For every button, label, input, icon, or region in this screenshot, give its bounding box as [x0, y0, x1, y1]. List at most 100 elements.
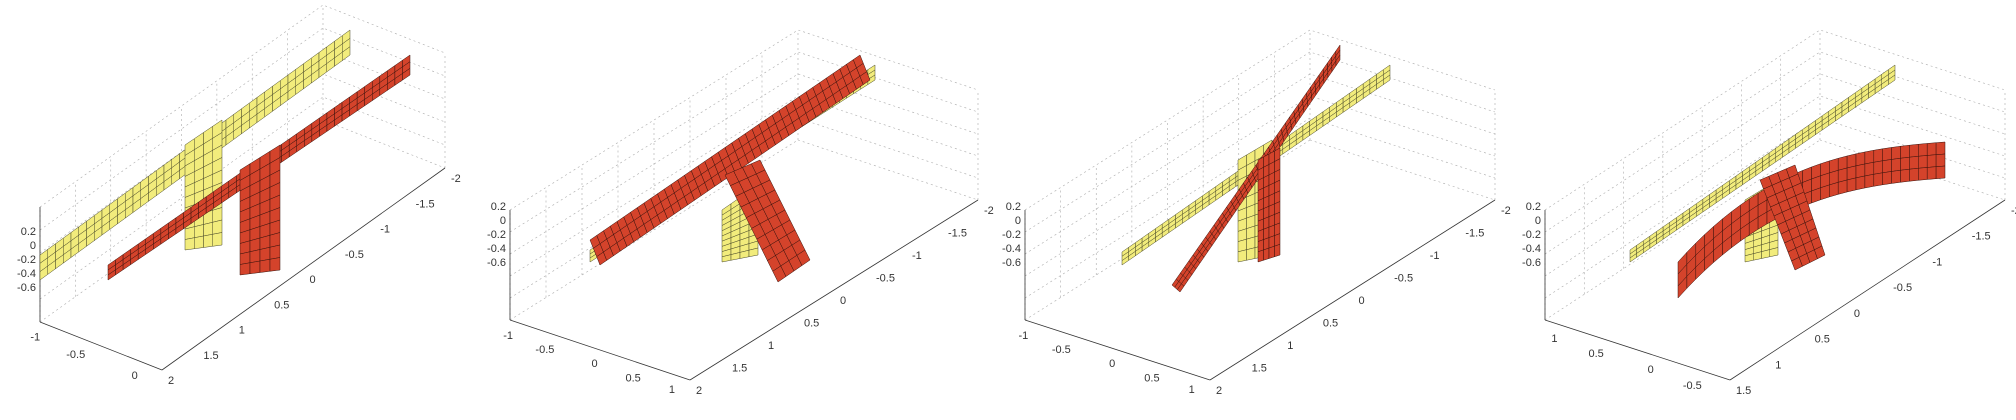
x-axis — [1024, 319, 1211, 381]
y-tick-label: 1 — [239, 325, 245, 337]
y-tick-label: 1.5 — [732, 363, 747, 375]
z-tick-label: -0.6 — [17, 282, 36, 294]
red-surface-cell — [1846, 153, 1857, 169]
red-surface-stem — [724, 159, 811, 283]
red-surface-stem-cell — [269, 232, 281, 248]
red-surface-stem-cell — [1274, 233, 1281, 247]
y-tick-label: 1.5 — [1736, 385, 1751, 397]
z-tick-label: -0.4 — [1002, 243, 1021, 255]
grid — [509, 29, 979, 321]
grid-line — [39, 4, 446, 208]
yellow-surface-stem-cell — [212, 219, 223, 235]
red-surface-stem-cell — [249, 249, 261, 264]
yellow-surface-stem-cell — [212, 207, 223, 223]
x-tick-label: 0 — [132, 370, 138, 382]
grid-line — [509, 139, 799, 321]
x-tick-label: 1 — [1189, 384, 1195, 396]
red-surface-stem-cell — [1268, 245, 1275, 259]
red-surface-stem-cell — [269, 244, 281, 260]
red-surface-cell — [402, 67, 411, 81]
red-surface-stem-cell — [796, 249, 811, 266]
red-surface-cell — [1882, 171, 1892, 186]
y-tick-label: -1.5 — [416, 198, 435, 210]
y-axis — [161, 167, 446, 371]
y-tick-label: 0 — [1359, 295, 1365, 307]
grid-line — [39, 96, 446, 300]
red-surface-stem-cell — [259, 246, 271, 262]
y-tick-label: -1.5 — [1972, 231, 1991, 243]
grid-line — [797, 139, 979, 201]
x-tick-label: 0.5 — [626, 373, 641, 385]
red-surface-stem-cell — [1274, 243, 1281, 258]
z-tick-label: -0.2 — [487, 229, 506, 241]
red-surface-cell — [1873, 160, 1883, 175]
red-surface-stem-cell — [239, 262, 251, 276]
yellow-surface-stem-cell — [748, 247, 759, 258]
red-surface-cell — [1864, 161, 1875, 177]
grid-line — [509, 117, 979, 299]
red-surface-stem-cell — [1268, 235, 1275, 249]
red-surface-cell — [1918, 167, 1928, 181]
subplot-2: 2 1.5 1 0.5 0 -0.5 -1 -1.5 -2 -1 -0.5 0 0.5 1 0.2 0 -0.2… — [487, 29, 994, 397]
subplot-1: 2 1.5 1 0.5 0 -0.5 -1 -1.5 -2 -1 -0.5 0 0.2 0 -0.2 -0.4… — [17, 4, 461, 387]
yellow-surface-stem-cell — [184, 237, 195, 251]
y-tick-label: 1.5 — [1252, 363, 1267, 375]
red-surface-cell — [859, 71, 871, 86]
red-surface-cell — [1900, 144, 1910, 159]
z-tick-label: -0.4 — [487, 243, 506, 255]
red-surface-cell — [1873, 172, 1883, 187]
y-tick-label: 1 — [768, 340, 774, 352]
z-tick-label: 0 — [1015, 215, 1021, 227]
y-tick-label: -2 — [451, 173, 461, 185]
red-surface-cell — [1909, 144, 1919, 158]
yellow-surface-stem-cell — [1237, 249, 1247, 263]
z-tick-label: 0 — [500, 215, 506, 227]
y-tick-label: -0.5 — [1893, 282, 1912, 294]
y-tick-label: -1.5 — [948, 228, 967, 240]
red-surface-cell — [1935, 165, 1946, 179]
red-surface-stem-cell — [249, 260, 261, 275]
red-surface-cell — [1900, 156, 1910, 171]
red-surface-stem — [239, 144, 281, 276]
yellow-surface-stem-cell — [184, 226, 195, 240]
red-surface-stem-cell — [259, 258, 271, 273]
grid-line — [1024, 51, 1496, 233]
x-tick-label: 0 — [1648, 364, 1654, 376]
red-surface-cell — [1882, 147, 1892, 162]
y-tick-label: 2 — [168, 375, 174, 387]
red-surface-stem — [1759, 164, 1826, 271]
red-surface-stem-cell — [1814, 245, 1826, 260]
yellow-surface-stem-cell — [1246, 247, 1256, 261]
x-axis — [39, 321, 163, 371]
red-surface-cell — [1891, 157, 1901, 172]
y-tick-label: 1.5 — [203, 350, 218, 362]
z-tick-label: -0.6 — [1002, 257, 1021, 269]
grid-line — [1024, 73, 1496, 255]
y-tick-label: -0.5 — [1394, 273, 1413, 285]
y-tick-label: -2 — [2011, 205, 2016, 217]
x-tick-label: -0.5 — [535, 344, 554, 356]
y-tick-label: -0.5 — [345, 249, 364, 261]
red-surface-cell — [1873, 148, 1883, 163]
x-axis — [509, 319, 691, 381]
yellow-surface-stem-cell — [1769, 247, 1779, 258]
red-surface-cell — [1820, 184, 1830, 201]
y-tick-label: -1.5 — [1465, 228, 1484, 240]
y-axis — [689, 199, 979, 381]
y-axis — [1729, 199, 2006, 381]
y-tick-label: 0.5 — [1323, 318, 1338, 330]
y-tick-label: -1 — [1932, 256, 1942, 268]
red-surface-cell — [1829, 181, 1839, 198]
yellow-surface-stem-cell — [212, 232, 223, 247]
red-surface-cell — [1926, 154, 1937, 168]
grid-line — [39, 50, 446, 254]
z-tick-label: 0.2 — [491, 201, 506, 213]
y-tick-label: 0.5 — [804, 318, 819, 330]
red-surface-stem-cell — [1263, 247, 1270, 261]
subplot-3: 2 1.5 1 0.5 0 -0.5 -1 -1.5 -2 -1 -0.5 0 0.5 1 0.2 0 -0.2… — [1002, 29, 1511, 397]
z-tick-label: -0.6 — [487, 257, 506, 269]
red-surface-cell — [1891, 169, 1901, 184]
y-tick-label: 0 — [1854, 308, 1860, 320]
z-tick-label: -0.2 — [17, 254, 36, 266]
yellow-surface — [1629, 64, 1896, 263]
